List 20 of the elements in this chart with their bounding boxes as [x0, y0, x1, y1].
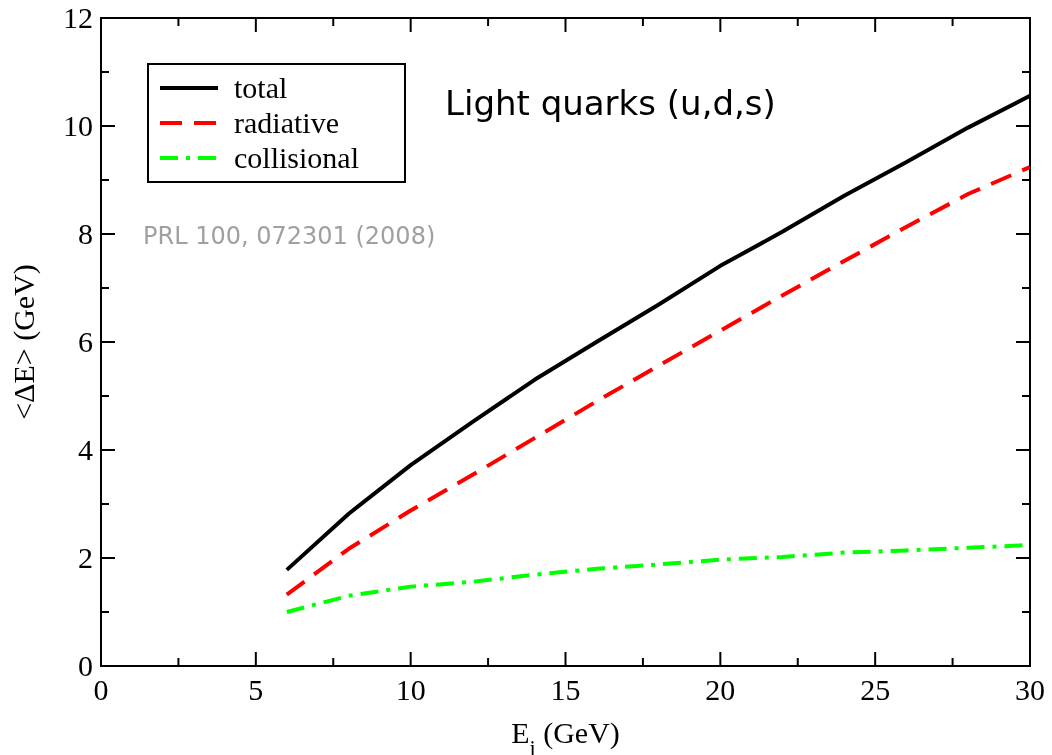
legend-label: collisional — [234, 141, 359, 174]
y-tick-label: 8 — [78, 217, 93, 250]
annotation: PRL 100, 072301 (2008) — [143, 222, 436, 250]
y-tick-label: 12 — [63, 1, 93, 34]
x-tick-label: 15 — [550, 673, 581, 706]
legend-label: total — [234, 71, 288, 104]
x-tick-label: 5 — [248, 673, 264, 706]
y-tick-label: 6 — [78, 325, 93, 358]
x-tick-label: 20 — [705, 673, 736, 706]
y-tick-label: 10 — [63, 109, 93, 142]
x-tick-label: 10 — [395, 673, 426, 706]
annotation: Light quarks (u,d,s) — [445, 83, 776, 123]
legend-label: radiative — [234, 106, 339, 139]
y-tick-label: 4 — [78, 433, 93, 466]
x-tick-label: 25 — [860, 673, 891, 706]
y-tick-label: 2 — [78, 541, 93, 574]
y-tick-label: 0 — [78, 649, 93, 682]
x-axis-title: E$_{i}$ (GeV) — [511, 716, 620, 755]
x-tick-label: 30 — [1015, 673, 1045, 706]
y-axis-title: <ΔE> (GeV) — [7, 264, 41, 420]
